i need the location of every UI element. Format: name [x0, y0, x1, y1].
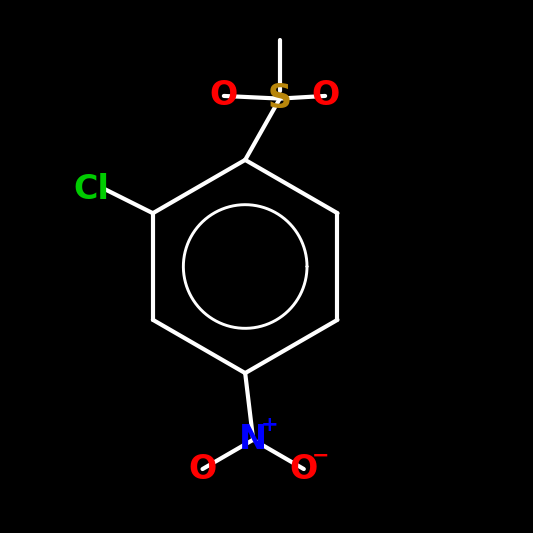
Text: +: +	[260, 415, 278, 435]
Text: O: O	[209, 79, 238, 112]
Text: O: O	[188, 453, 217, 486]
Text: O: O	[289, 453, 318, 486]
Text: N: N	[239, 423, 267, 456]
Text: S: S	[268, 82, 292, 115]
Text: O: O	[311, 79, 340, 112]
Text: Cl: Cl	[74, 173, 109, 206]
Text: −: −	[312, 446, 329, 466]
